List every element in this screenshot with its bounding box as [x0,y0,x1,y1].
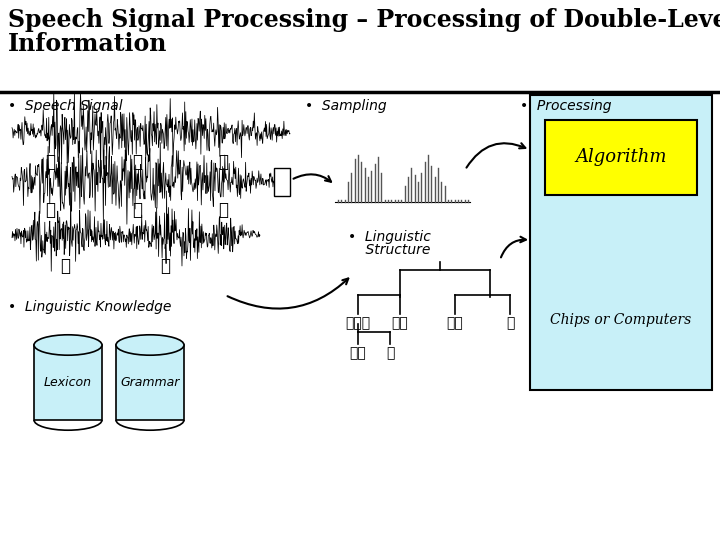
Text: 氣: 氣 [132,201,142,219]
Text: 今天的: 今天的 [346,316,371,330]
Ellipse shape [34,335,102,355]
Text: Chips or Computers: Chips or Computers [550,313,692,327]
Text: Algorithm: Algorithm [575,148,667,166]
Text: 天: 天 [132,153,142,171]
Text: 天: 天 [45,201,55,219]
Text: Grammar: Grammar [120,376,180,389]
Text: 的: 的 [386,346,394,360]
Text: 好: 好 [506,316,514,330]
Text: •  Speech Signal: • Speech Signal [8,99,122,113]
Text: 天氣: 天氣 [392,316,408,330]
Text: 今: 今 [45,153,55,171]
Text: 今天: 今天 [350,346,366,360]
Text: Lexicon: Lexicon [44,376,92,389]
Text: •  Processing: • Processing [520,99,611,113]
Bar [545,120,697,195]
Bar [116,345,184,420]
Text: 的: 的 [218,153,228,171]
Text: •  Sampling: • Sampling [305,99,387,113]
Text: 非: 非 [218,201,228,219]
Text: Structure: Structure [348,243,431,257]
Text: •  Linguistic: • Linguistic [348,230,431,244]
Text: 好: 好 [161,257,171,275]
Bar [34,345,102,420]
Text: 非常: 非常 [446,316,464,330]
Text: •  Linguistic Knowledge: • Linguistic Knowledge [8,300,171,314]
Ellipse shape [116,335,184,355]
Bar [274,168,290,196]
Text: 常: 常 [60,257,70,275]
Text: Information: Information [8,32,167,56]
Text: Speech Signal Processing – Processing of Double-Level: Speech Signal Processing – Processing of… [8,8,720,32]
Bar [530,95,712,390]
